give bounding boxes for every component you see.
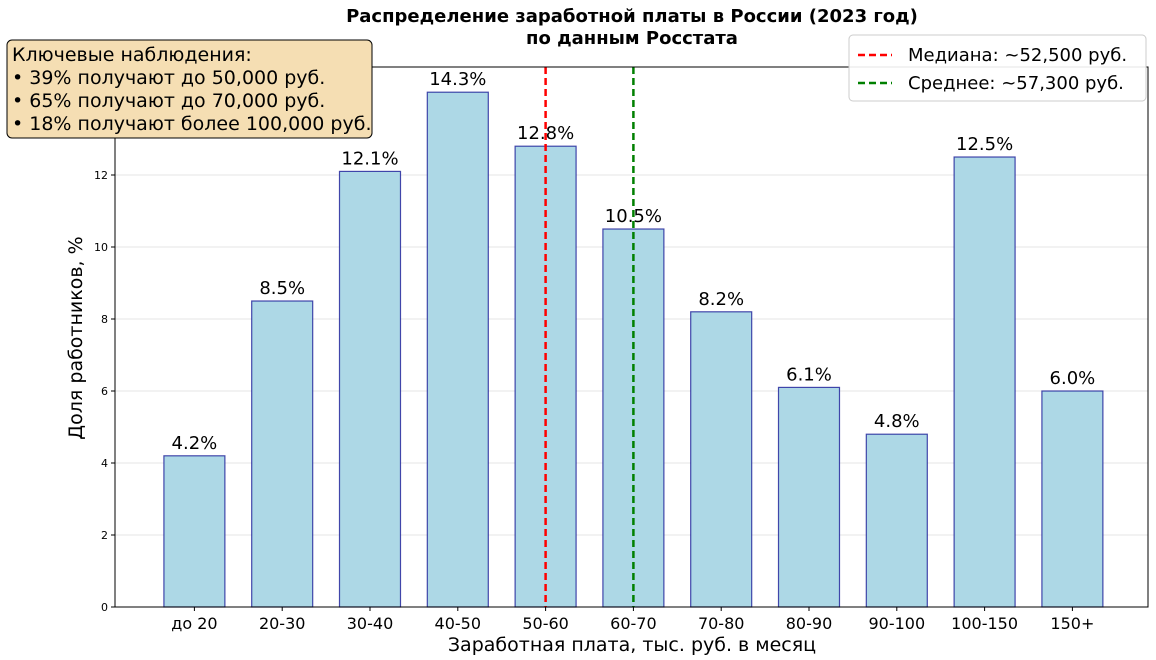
y-tick-label: 2 <box>101 529 108 542</box>
bar-value-label: 8.2% <box>698 289 744 310</box>
y-tick-label: 0 <box>101 601 108 614</box>
bar <box>953 156 1016 608</box>
x-axis-ticks: до 20 20-30 30-40 40-50 50-60 60-70 70-80 80-90… <box>171 607 1094 633</box>
y-tick-label: 6 <box>101 385 108 398</box>
y-tick-label: 10 <box>94 241 108 254</box>
key-observations-box: Ключевые наблюдения: • 39% получают до 5… <box>6 39 373 139</box>
bar-value-label: 12.5% <box>956 134 1013 155</box>
y-axis-label: Доля работников, % <box>65 236 87 439</box>
chart-title-line-2: по данным Росстата <box>526 28 738 49</box>
y-axis-ticks: 0 2 4 6 8 10 12 <box>94 169 115 614</box>
x-tick-label: 30-40 <box>347 614 394 633</box>
bar <box>1041 390 1104 608</box>
x-tick-label: 150+ <box>1050 614 1094 633</box>
bar-value-label: 4.8% <box>874 411 920 432</box>
plot-frame <box>114 66 1149 608</box>
x-tick-label: 60-70 <box>610 614 657 633</box>
x-tick-label: до 20 <box>171 614 217 633</box>
key-observation-line: • 39% получают до 50,000 руб. <box>12 67 325 89</box>
x-tick-label: 20-30 <box>259 614 306 633</box>
key-observations-background <box>6 39 373 139</box>
key-observation-line: • 18% получают более 100,000 руб. <box>12 113 372 135</box>
bar-value-label: 8.5% <box>259 278 305 299</box>
x-axis-label: Заработная плата, тыс. руб. в месяц <box>448 634 816 656</box>
x-tick-label: 100-150 <box>951 614 1018 633</box>
bar <box>777 386 841 608</box>
legend-mean-label: Среднее: ~57,300 руб. <box>908 73 1124 94</box>
legend: Медиана: ~52,500 руб. Среднее: ~57,300 р… <box>848 34 1147 102</box>
key-observation-line: • 65% получают до 70,000 руб. <box>12 90 325 112</box>
bar <box>163 455 226 608</box>
x-tick-label: 50-60 <box>522 614 569 633</box>
bar-value-label: 10.5% <box>605 206 662 227</box>
y-tick-label: 4 <box>101 457 108 470</box>
legend-median-label: Медиана: ~52,500 руб. <box>908 45 1127 66</box>
bar <box>690 311 753 608</box>
y-tick-label: 8 <box>101 313 108 326</box>
bar <box>602 228 665 608</box>
legend-box <box>848 34 1147 102</box>
x-tick-label: 90-100 <box>868 614 925 633</box>
bar <box>426 91 489 608</box>
reference-lines-layer <box>544 67 635 607</box>
x-tick-label: 70-80 <box>698 614 745 633</box>
bar-value-label: 6.0% <box>1050 368 1096 389</box>
bar <box>865 433 928 608</box>
x-tick-label: 40-50 <box>435 614 482 633</box>
bar-value-label: 6.1% <box>786 364 832 385</box>
chart-title-line-1: Распределение заработной платы в России … <box>346 6 918 27</box>
bars-layer <box>163 91 1104 608</box>
y-tick-label: 12 <box>94 169 108 182</box>
bar-value-label: 12.8% <box>517 123 574 144</box>
bar-value-label: 14.3% <box>429 69 486 90</box>
x-tick-label: 80-90 <box>786 614 833 633</box>
key-observations-heading: Ключевые наблюдения: <box>12 44 252 66</box>
bar <box>251 300 314 608</box>
bar-labels-layer: 4.2% 8.5% 12.1% 14.3% 12.8% 10.5% 8.2% 6.1% 4.8%… <box>172 69 1096 454</box>
bar-value-label: 12.1% <box>341 148 398 169</box>
bar-value-label: 4.2% <box>172 433 218 454</box>
bar <box>338 170 402 608</box>
